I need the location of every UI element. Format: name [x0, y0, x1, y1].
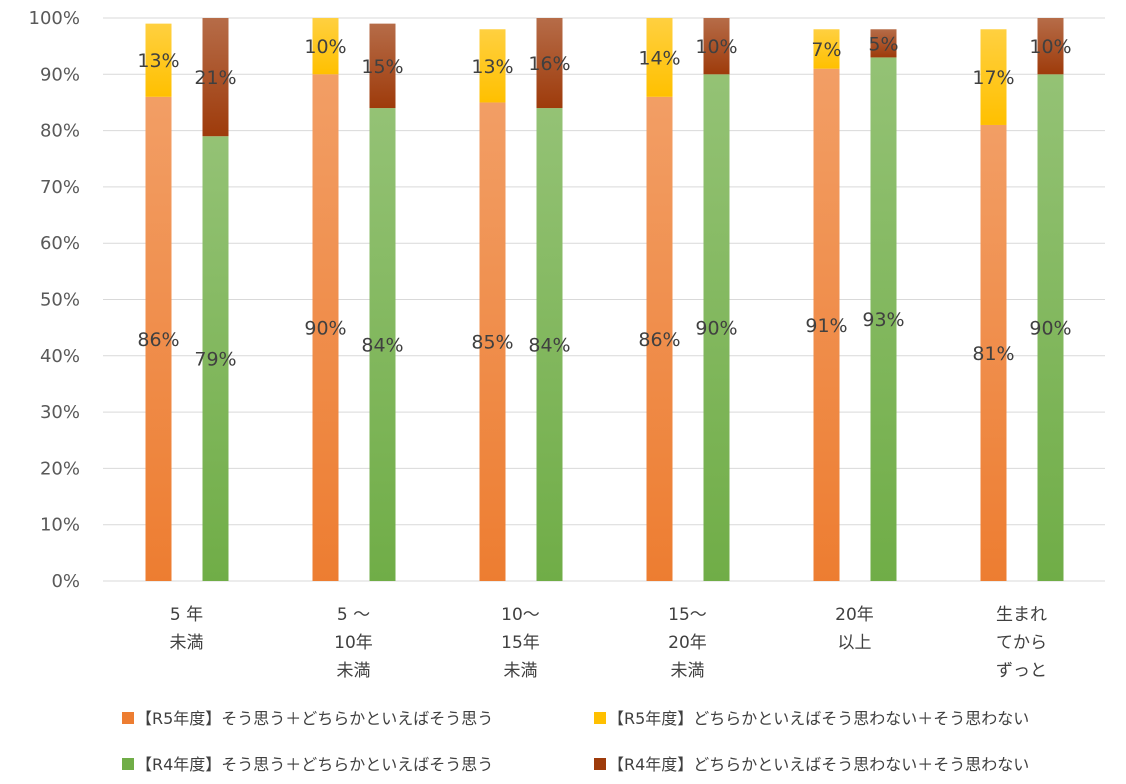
bar-segment-r4-agree — [1037, 74, 1064, 582]
category-label: 5 ～ — [337, 605, 370, 625]
bar-segment-r5-agree — [479, 102, 506, 581]
data-labels: 86% 13% 79% 21% 90% 10% 84% 15% 85% 13% 84% 16% 86% 1… — [137, 33, 1071, 370]
category-label: 未満 — [504, 661, 538, 681]
legend-swatch — [122, 758, 134, 770]
bar-segment-r4-agree — [703, 74, 730, 582]
data-label: 86% — [638, 329, 680, 351]
data-label: 10% — [1029, 36, 1071, 58]
data-label: 21% — [194, 67, 236, 89]
bars — [145, 18, 1064, 582]
data-label: 81% — [972, 343, 1014, 365]
y-tick-label: 30% — [40, 402, 80, 423]
data-label: 16% — [528, 53, 570, 75]
category-label: 未満 — [337, 661, 371, 681]
category-label: 以上 — [838, 633, 872, 653]
y-tick-label: 50% — [40, 290, 80, 311]
data-label: 90% — [695, 318, 737, 340]
bar-segment-r5-agree — [145, 96, 172, 581]
bar-segment-r5-agree — [980, 124, 1007, 581]
category-label: 10年 — [334, 633, 373, 653]
legend-swatch — [594, 712, 606, 724]
category-label: 生まれ — [996, 605, 1047, 625]
data-label: 90% — [1029, 318, 1071, 340]
data-label: 13% — [137, 50, 179, 72]
data-label: 90% — [304, 318, 346, 340]
bar-segment-r4-disagree — [1037, 18, 1064, 75]
category-label: 10～ — [501, 605, 540, 625]
bar-segment-r4-agree — [369, 108, 396, 581]
data-label: 17% — [972, 67, 1014, 89]
bar-segment-r5-disagree — [813, 29, 840, 69]
legend-swatch — [122, 712, 134, 724]
y-tick-label: 70% — [40, 177, 80, 198]
legend-label: 【R5年度】そう思う＋どちらかといえばそう思う — [136, 709, 493, 728]
data-label: 93% — [862, 309, 904, 331]
data-label: 15% — [361, 56, 403, 78]
bar-segment-r4-agree — [536, 108, 563, 581]
y-tick-label: 40% — [40, 346, 80, 367]
legend-label: 【R4年度】そう思う＋どちらかといえばそう思う — [136, 755, 493, 774]
bar-segment-r4-agree — [202, 136, 229, 582]
bar-segment-r5-disagree — [980, 29, 1007, 125]
data-label: 91% — [805, 315, 847, 337]
y-tick-label: 90% — [40, 64, 80, 85]
bar-segment-r4-disagree — [202, 18, 229, 137]
bar-segment-r5-disagree — [479, 29, 506, 103]
data-label: 86% — [137, 329, 179, 351]
legend-label: 【R5年度】どちらかといえばそう思わない＋そう思わない — [608, 709, 1029, 728]
category-label: てから — [996, 633, 1047, 653]
category-label: 20年 — [668, 633, 707, 653]
bar-segment-r4-disagree — [703, 18, 730, 75]
bar-segment-r5-agree — [646, 96, 673, 581]
y-tick-label: 10% — [40, 515, 80, 536]
category-label: 15年 — [501, 633, 540, 653]
bar-segment-r4-disagree — [870, 29, 897, 58]
bar-segment-r4-agree — [870, 57, 897, 582]
bar-segment-r5-disagree — [145, 23, 172, 97]
data-label: 13% — [471, 56, 513, 78]
legend: 【R5年度】そう思う＋どちらかといえばそう思う 【R5年度】どちらかといえばそう思… — [122, 709, 1029, 774]
category-label: 20年 — [835, 605, 874, 625]
data-label: 7% — [811, 39, 841, 61]
y-tick-label: 60% — [40, 233, 80, 254]
bar-segment-r5-disagree — [312, 18, 339, 75]
y-tick-label: 100% — [29, 8, 80, 29]
bar-segment-r5-agree — [813, 68, 840, 582]
data-label: 79% — [194, 349, 236, 371]
data-label: 84% — [361, 335, 403, 357]
category-label: 5 年 — [170, 605, 203, 625]
bar-segment-r4-disagree — [536, 18, 563, 109]
data-label: 5% — [868, 33, 898, 55]
y-tick-label: 0% — [51, 571, 80, 592]
data-label: 10% — [304, 36, 346, 58]
legend-swatch — [594, 758, 606, 770]
bar-segment-r5-agree — [312, 74, 339, 582]
legend-label: 【R4年度】どちらかといえばそう思わない＋そう思わない — [608, 755, 1029, 774]
category-label: ずっと — [996, 661, 1047, 681]
category-label: 15～ — [668, 605, 707, 625]
y-axis-tick-labels: 0% 10% 20% 30% 40% 50% 60% 70% 80% 90% 100% — [29, 8, 80, 592]
y-tick-label: 80% — [40, 121, 80, 142]
category-label: 未満 — [170, 633, 204, 653]
data-label: 85% — [471, 332, 513, 354]
data-label: 10% — [695, 36, 737, 58]
bar-segment-r4-disagree — [369, 23, 396, 109]
grid-lines — [103, 17, 1105, 582]
bar-segment-r5-disagree — [646, 18, 673, 97]
data-label: 84% — [528, 335, 570, 357]
data-label: 14% — [638, 47, 680, 69]
y-tick-label: 20% — [40, 458, 80, 479]
category-label: 未満 — [671, 661, 705, 681]
